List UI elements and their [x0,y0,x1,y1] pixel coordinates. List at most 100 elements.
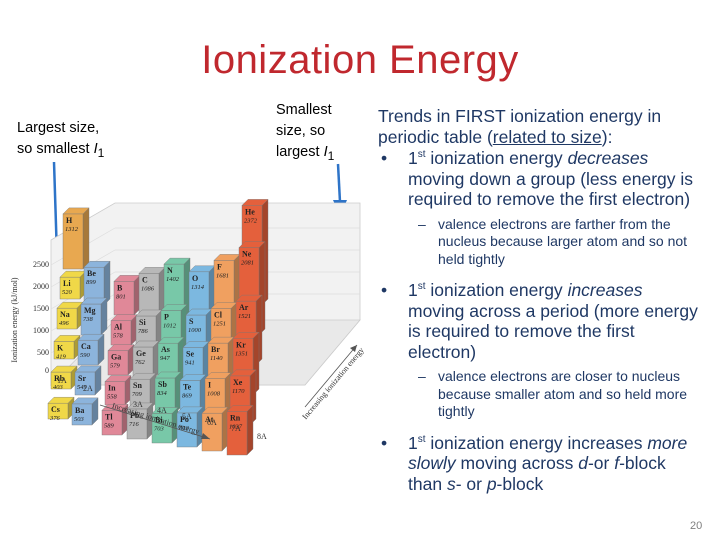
element-value: 2081 [241,260,254,267]
element-value: 589 [104,422,115,429]
element-bar-pb: Pb716 [126,402,154,440]
element-symbol: Rn [230,413,241,422]
bullet-text: -block [496,473,544,494]
element-value: 520 [62,289,73,296]
bar-top [235,294,263,302]
bullet-text: 1 [408,148,418,168]
bullet-text: - or [455,473,487,494]
bullet-emphasis: decreases [567,148,649,168]
middle-annotation: Smallest size, so largest I1 [276,100,356,167]
group-label: 5A [182,412,192,421]
element-symbol: Ba [75,406,84,415]
element-symbol: Kr [236,340,246,349]
element-symbol: Te [183,383,192,392]
element-value: 709 [132,391,143,398]
middle-annotation-line1: Smallest [276,102,332,118]
bullet-text: ionization energy [425,280,568,300]
element-value: 1008 [207,391,221,398]
element-symbol: Li [63,279,71,288]
element-symbol: Xe [233,378,243,387]
element-value: 558 [107,394,118,401]
bar-top [182,341,210,348]
left-annotation: Largest size, so smallest I1 [17,118,132,164]
bullet-text: moving across [455,453,579,473]
bullet-dot-icon: • [381,148,388,168]
bar-top [241,199,269,206]
element-symbol: N [167,266,173,275]
middle-annotation-line3-wrap: largest I1 [276,142,356,167]
element-value: 1351 [235,350,248,357]
left-annotation-line2-wrap: so smallest I1 [17,139,132,164]
bullet-text: ionization energy increases [425,432,648,453]
bar-top [129,373,157,380]
element-symbol: At [205,415,214,424]
bar-top [238,241,266,248]
bullet-emphasis: increases [567,280,643,300]
element-symbol: P [164,312,169,321]
element-symbol: K [57,343,64,352]
bar-top [50,365,78,373]
bullet-sup: st [417,149,426,161]
element-value: 703 [154,425,165,432]
middle-annotation-line3: largest [276,144,324,160]
bar-top [160,304,188,311]
element-symbol: Se [186,349,194,358]
element-value: 376 [49,415,61,422]
element-symbol: Si [139,318,146,327]
element-value: 579 [110,363,121,370]
y-tick: 1500 [33,304,49,313]
page-number: 20 [690,520,703,532]
bar-top [107,344,135,351]
heading-part: ): [601,127,613,147]
bullet-increases: • 1st ionization energy increases moving… [378,280,698,362]
left-annotation-sub: 1 [97,145,105,160]
bar-top [77,334,105,341]
element-value: 834 [157,390,168,397]
bar-top [163,257,191,265]
element-value: 1314 [191,284,205,291]
element-value: 1170 [232,388,245,395]
element-value: 869 [182,393,193,400]
sub-bullet-increases: – valence electrons are closer to nucleu… [378,368,698,421]
bar-top [201,406,229,414]
element-symbol: B [117,283,123,292]
bullet-emphasis: f [614,453,620,473]
bar-top [179,374,207,381]
bar-top [157,337,185,344]
bar-top [74,365,102,373]
group-label: 8A [257,432,267,441]
heading-part: Trends in [378,106,456,126]
sub-bullet-text: valence electrons are closer to nucleus … [438,368,688,419]
bar-top [101,404,129,411]
element-value: 578 [113,333,124,340]
element-symbol: H [66,216,73,225]
bar-side [82,207,90,270]
element-symbol: Sr [78,374,86,383]
bullet-dot-icon: • [381,432,388,453]
element-value: 1037 [229,423,243,430]
y-tick: 1000 [33,326,49,335]
element-symbol: Ga [111,353,121,362]
element-symbol: F [217,262,222,271]
element-value: 801 [116,293,126,300]
element-symbol: Be [87,269,96,278]
element-symbol: Mg [84,306,96,315]
bar-top [83,261,111,268]
element-symbol: Ge [136,349,146,358]
element-symbol: Ca [81,342,91,351]
bar-top [151,407,179,414]
bar-side [100,297,108,336]
